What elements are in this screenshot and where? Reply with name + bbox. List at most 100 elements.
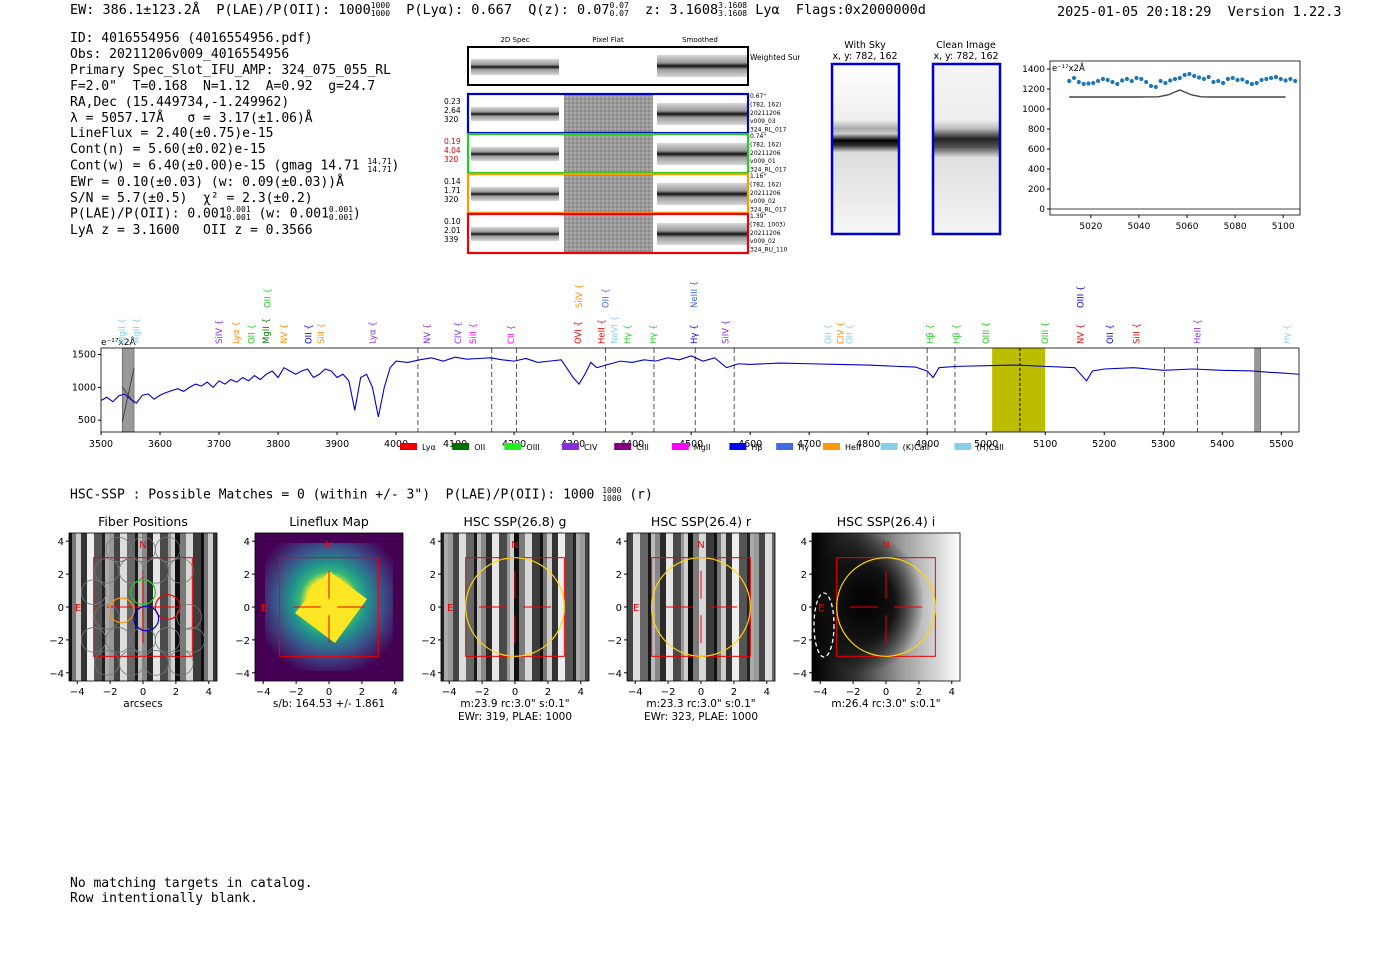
- cutout-pixel-flat: [564, 215, 653, 252]
- cutout-row-value: 320: [444, 195, 459, 204]
- zoom-data-point: [1273, 74, 1279, 80]
- image-xtick-label: 4: [578, 687, 584, 698]
- spectral-line-label: CII {: [507, 325, 517, 344]
- hsc-title: HSC-SSP : Possible Matches = 0 (within +…: [70, 486, 653, 503]
- full-xtick-label: 3800: [266, 439, 290, 450]
- cutout-row-meta: (782, 1003): [750, 221, 785, 228]
- panel-caption: arcsecs: [123, 698, 162, 710]
- image-xtick-label: 2: [359, 687, 365, 698]
- image-ytick-label: 0: [801, 603, 807, 614]
- zoom-ytick-label: 400: [1028, 165, 1045, 175]
- full-ylabel: e⁻¹⁷x2Å: [101, 336, 137, 348]
- image-stripe: [633, 533, 640, 681]
- image-ytick-label: −2: [50, 636, 64, 647]
- aperture-circle: [465, 557, 565, 657]
- full-xtick-label: 5300: [1151, 439, 1175, 450]
- image-stripe: [201, 533, 204, 681]
- zoom-data-point: [1134, 75, 1139, 81]
- image-ytick-label: 0: [58, 603, 64, 614]
- zoom-plot-area: 0 200 400 600 800 1000 1200 1400 5020 5040 5060 508…: [1022, 60, 1301, 232]
- cutout-row-meta: 1.16": [750, 173, 766, 180]
- panel-caption-2: EWr: 319, PLAE: 1000: [458, 711, 572, 723]
- compass-north: N: [139, 540, 146, 551]
- zoom-data-point: [1071, 75, 1077, 81]
- zoom-ytick-label: 1400: [1022, 65, 1045, 75]
- legend-label: (H)CaII: [976, 443, 1003, 452]
- cutout-row-meta: v009_02: [750, 238, 776, 245]
- image-xtick-label: 2: [916, 687, 922, 698]
- spectral-line-label: OIII {: [1077, 286, 1087, 308]
- panel-title: HSC SSP(26.4) i: [837, 514, 935, 529]
- spectral-line-label: OII {: [263, 288, 273, 308]
- image-stripe: [754, 533, 759, 681]
- image-ytick-label: 4: [430, 537, 436, 548]
- cutout-2d-spec: [471, 107, 559, 121]
- image-stripe: [180, 533, 186, 681]
- cutout-row-meta: 20211206: [750, 190, 781, 197]
- imaging-panel: Lineflux Map N E −4 −4 −2 −2 0 0 2 2 4 4 s/b: 164.53 …: [235, 514, 404, 710]
- image-stripe: [565, 533, 573, 681]
- compass-east: E: [75, 603, 81, 614]
- image-xtick-label: −2: [661, 687, 676, 698]
- fiber-circle: [80, 579, 107, 605]
- image-ytick-label: 2: [430, 570, 436, 581]
- zoom-xtick-label: 5100: [1272, 222, 1295, 232]
- spectral-line-label: SiIV {: [721, 320, 731, 344]
- aperture-circle: [651, 557, 751, 657]
- image-xtick-label: 2: [545, 687, 551, 698]
- header-plya: P(Lyα): 0.667: [406, 2, 512, 18]
- image-ytick-label: −2: [235, 636, 250, 647]
- full-xtick-label: 3700: [207, 439, 231, 450]
- spectral-line-label: NeVI {: [610, 316, 620, 344]
- header-flags: Flags:0x2000000d: [795, 2, 926, 18]
- cutout-row-meta: v009_02: [750, 198, 776, 205]
- cutout-row-value: 0.23: [444, 97, 461, 106]
- zoom-data-point: [1201, 76, 1206, 82]
- aperture-circle: [836, 557, 936, 657]
- compass-east: E: [447, 603, 453, 614]
- zoom-data-point: [1105, 77, 1110, 83]
- header-summary: EW: 386.1±123.2Å P(LAE)/P(OII): 10001000…: [70, 2, 926, 19]
- legend-label: (K)CaII: [903, 443, 930, 452]
- clean-sub: x, y: 782, 162: [933, 51, 998, 62]
- image-stripe: [94, 533, 102, 681]
- image-xtick-label: −2: [475, 687, 490, 698]
- legend-swatch: [504, 443, 522, 450]
- zoom-data-point: [1177, 75, 1182, 81]
- image-xtick-label: −4: [628, 687, 643, 698]
- aperture-box: [279, 557, 379, 657]
- zoom-data-point: [1240, 77, 1245, 82]
- full-ytick-label: 1500: [72, 350, 96, 361]
- legend-label: MgII: [694, 443, 711, 452]
- full-xtick-label: 4900: [915, 439, 939, 450]
- clean-title: Clean Image: [936, 40, 996, 51]
- fiber-circle-selected: [108, 597, 135, 624]
- image-xtick-label: 2: [173, 687, 179, 698]
- spectral-line-label: HeII {: [597, 319, 607, 344]
- image-xtick-label: 0: [140, 687, 146, 698]
- cutout-row-frame: [466, 212, 750, 255]
- fiber-circle: [168, 650, 194, 676]
- weighted-sum-2d: [471, 59, 559, 75]
- info-fwhm: F=2.0" T=0.168 N=1.12 A=0.92 g=24.7: [70, 78, 376, 94]
- zoom-data-point: [1283, 78, 1288, 83]
- zoom-data-point: [1115, 81, 1120, 87]
- image-ytick-label: −2: [607, 636, 622, 647]
- zoom-data-point: [1182, 72, 1187, 78]
- legend-swatch: [880, 443, 898, 450]
- info-contw: Cont(w) = 6.40(±0.00)e-15 (gmag 14.71 14…: [70, 157, 400, 175]
- zoom-data-point: [1293, 78, 1298, 84]
- with-sky-image: [830, 62, 901, 236]
- zoom-data-point: [1187, 71, 1192, 77]
- spectral-line-label: Lyα {: [368, 321, 378, 344]
- spectral-line-label: Hβ {: [926, 324, 936, 344]
- version: Version 1.22.3: [1227, 4, 1342, 20]
- zoom-data-point: [1245, 79, 1250, 85]
- zoom-data-point: [1278, 76, 1283, 82]
- image-xtick-label: −4: [813, 687, 828, 698]
- image-xtick-label: −4: [256, 687, 271, 698]
- image-stripe: [693, 533, 699, 681]
- clean-image: [931, 62, 1002, 236]
- image-stripe: [507, 533, 510, 681]
- image-stripe: [510, 533, 514, 681]
